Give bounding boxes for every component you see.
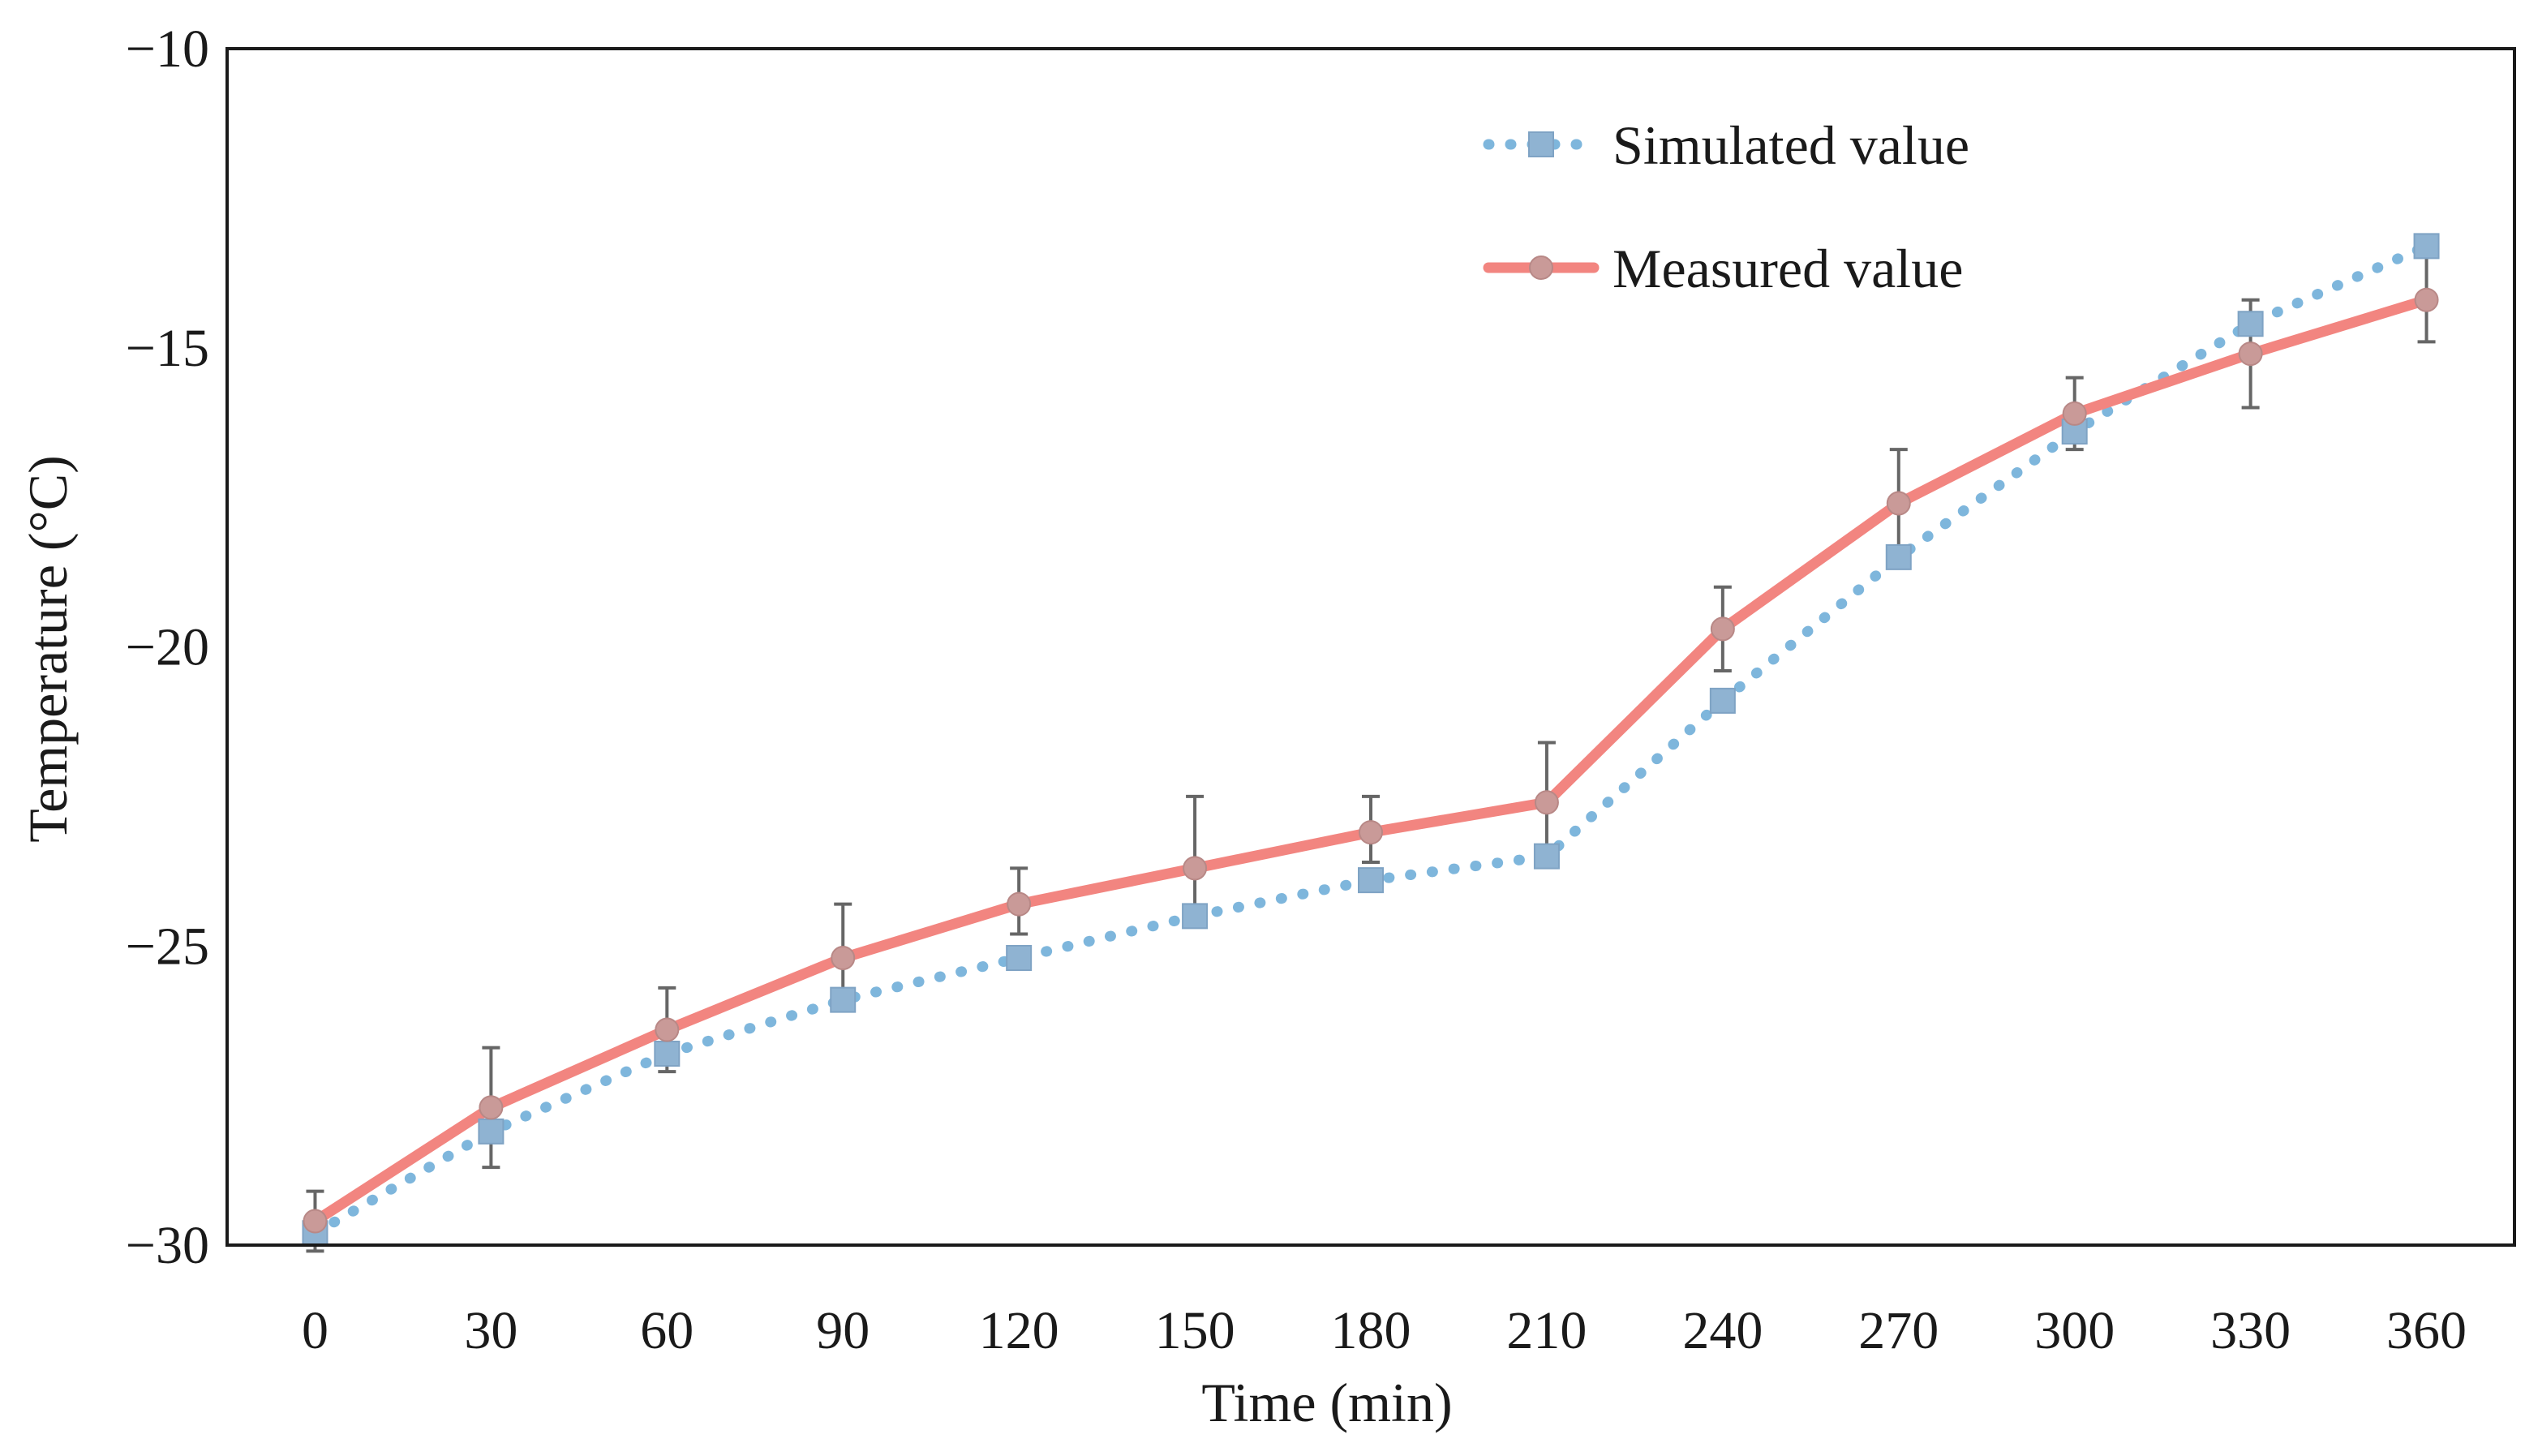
y-axis-title: Temperature (°C) [17,455,79,842]
x-tick-label: 0 [302,1301,329,1360]
x-tick-label: 150 [1155,1301,1235,1360]
simulated-point [1358,867,1384,894]
simulated-point [1533,843,1560,870]
x-tick-label: 90 [816,1301,870,1360]
measured-point [655,1017,680,1042]
y-tick-label: −30 [126,1216,209,1275]
x-tick-label: 120 [979,1301,1059,1360]
measured-point [1359,820,1383,845]
measured-point [1710,616,1735,642]
y-tick-label: −25 [126,917,209,976]
legend: Simulated value Measured value [1483,114,1969,299]
measured-point [1886,491,1911,516]
simulated-point [654,1041,681,1067]
legend-measured-marker [1529,256,1553,280]
simulated-point [830,986,857,1013]
simulated-point [1885,543,1912,570]
x-tick-label: 330 [2210,1301,2291,1360]
x-axis-title: Time (min) [1201,1372,1452,1433]
measured-point [2238,341,2263,367]
legend-measured-label: Measured value [1613,238,1963,299]
measured-point [303,1209,328,1234]
measured-point [2414,287,2439,312]
x-tick-label: 180 [1331,1301,1411,1360]
simulated-point [2237,311,2264,337]
series-layer [302,233,2440,1253]
measured-point [1534,790,1559,815]
y-tick-label: −15 [126,319,209,378]
x-tick-label: 60 [640,1301,694,1360]
y-tick-label: −20 [126,618,209,677]
legend-simulated-label: Simulated value [1613,114,1969,176]
measured-point [1183,856,1208,881]
measured-point [2062,401,2087,426]
simulated-point [478,1118,505,1145]
y-tick-label: −10 [126,19,209,79]
legend-simulated-marker [1528,131,1554,157]
x-axis: 0 30 60 90 120 150 180 210 240 270 300 330 360 [302,1301,2467,1360]
measured-point [831,946,856,970]
simulated-point [1006,945,1033,971]
simulated-point [1182,903,1209,930]
measured-point [479,1095,504,1120]
simulated-point [2413,233,2440,260]
measured-point [1007,891,1032,917]
x-tick-label: 300 [2034,1301,2115,1360]
x-tick-label: 210 [1506,1301,1587,1360]
x-tick-label: 30 [464,1301,517,1360]
y-axis: −30 −25 −20 −15 −10 [126,19,209,1275]
x-tick-label: 360 [2386,1301,2467,1360]
plot-frame [225,47,2516,1247]
x-tick-label: 270 [1858,1301,1939,1360]
x-tick-label: 240 [1682,1301,1763,1360]
simulated-point [1709,687,1736,714]
